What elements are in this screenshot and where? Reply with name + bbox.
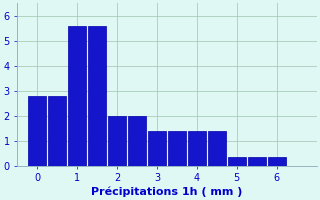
Bar — [228, 157, 246, 166]
Bar — [268, 157, 286, 166]
Bar — [108, 116, 126, 166]
Bar — [48, 96, 66, 166]
Bar — [28, 96, 46, 166]
Bar — [248, 157, 266, 166]
Bar — [208, 131, 226, 166]
Bar — [68, 26, 86, 166]
Bar — [88, 26, 106, 166]
X-axis label: Précipitations 1h ( mm ): Précipitations 1h ( mm ) — [91, 186, 243, 197]
Bar — [148, 131, 166, 166]
Bar — [128, 116, 146, 166]
Bar — [188, 131, 206, 166]
Bar — [168, 131, 186, 166]
